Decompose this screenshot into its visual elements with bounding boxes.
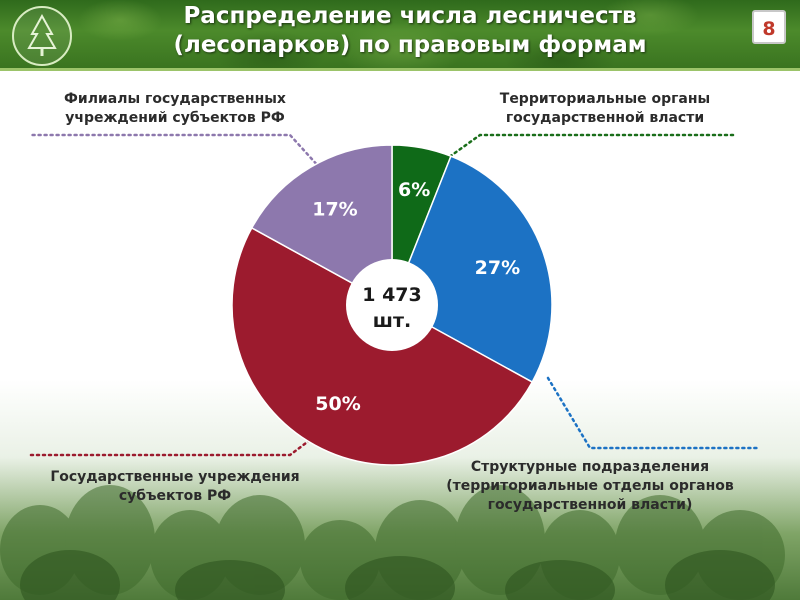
slice-filials: [250, 144, 393, 307]
label-state-institutions: Государственные учреждения субъектов РФ: [10, 468, 340, 506]
label-structural-units-line-2: (территориальные отделы органов: [446, 478, 734, 494]
label-territorial-organs-line-1: Территориальные органы: [499, 91, 711, 107]
leader-filials: [28, 133, 322, 170]
title-line-2: (лесопарков) по правовым формам: [173, 32, 647, 58]
page-title: Распределение числа лесничеств (лесопарк…: [110, 2, 710, 60]
slice-value-label: 17%: [312, 199, 357, 221]
slice-value-label: 6%: [398, 179, 430, 201]
label-structural-units-line-1: Структурные подразделения: [470, 459, 710, 475]
label-structural-units-line-3: государственной власти): [487, 497, 693, 513]
label-filials: Филиалы государственных учреждений субъе…: [20, 90, 330, 128]
donut-center: [346, 259, 438, 351]
label-territorial-organs: Территориальные органы государственной в…: [455, 90, 755, 128]
label-territorial-organs-line-2: государственной власти: [505, 110, 705, 126]
label-state-institutions-line-1: Государственные учреждения: [50, 469, 300, 485]
forestry-logo-icon: [12, 6, 72, 66]
center-total-value: 1 473: [362, 284, 422, 306]
leader-state-institutions: [28, 438, 312, 457]
slice-value-label: 27%: [475, 257, 520, 279]
label-filials-line-2: учреждений субъектов РФ: [65, 110, 285, 126]
page-number-badge: 8: [752, 10, 786, 44]
leader-territorial-organs: [443, 133, 737, 162]
tree-silhouettes: [0, 485, 785, 600]
label-state-institutions-line-2: субъектов РФ: [118, 488, 232, 504]
label-structural-units: Структурные подразделения (территориальн…: [410, 458, 770, 515]
leader-structural-units: [546, 376, 762, 450]
label-filials-line-1: Филиалы государственных: [64, 91, 286, 107]
center-total-unit: шт.: [373, 310, 411, 332]
title-line-1: Распределение числа лесничеств: [183, 3, 637, 29]
slice-value-label: 50%: [315, 393, 360, 415]
header-banner: Распределение числа лесничеств (лесопарк…: [0, 0, 800, 71]
